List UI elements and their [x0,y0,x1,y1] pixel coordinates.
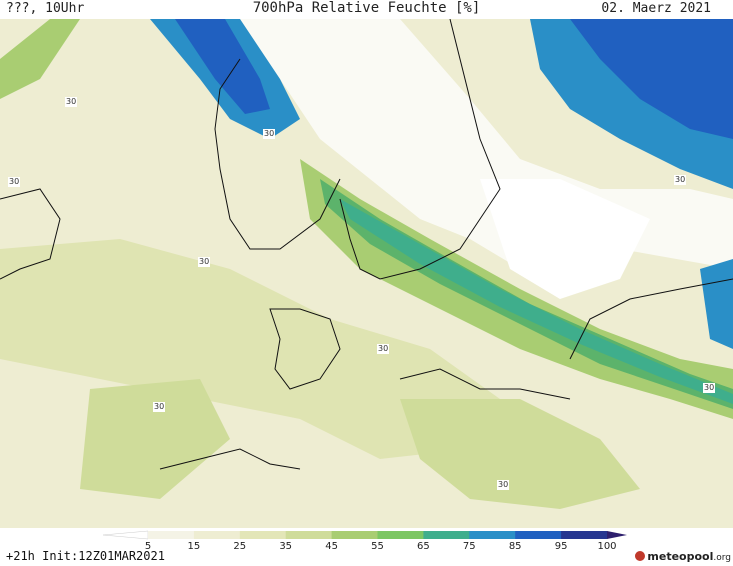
colorbar-tick-label: 85 [508,541,522,552]
header-valid-time: ???, 10Uhr [6,1,85,16]
colorbar-tick-label: 100 [597,541,617,552]
header-date: 02. Maerz 2021 [601,1,711,16]
colorbar-arrow-left [102,530,149,540]
colorbar-tick-label: 45 [325,541,338,552]
moist-area-south [400,399,640,509]
colorbar-tick-label: 15 [187,541,201,552]
humidity-field [0,19,733,528]
colorbar-tick-label: 65 [417,541,430,552]
logo-name: meteopool [647,550,714,563]
map-title: 700hPa Relative Feuchte [%] [252,0,481,16]
humidity-map: 30 30 30 30 30 30 30 30 30 [0,19,733,528]
wet-band-core [340,199,733,404]
saturated-core-norway [175,19,270,114]
isoline-label: 30 [497,480,510,490]
colorbar-segment [423,531,470,539]
logo-icon [635,551,646,561]
isoline-label: 30 [198,257,211,267]
colorbar-segment [193,531,241,539]
colorbar-tick-label: 95 [554,541,568,552]
colorbar-tick-label: 25 [233,541,247,552]
colorbar-segment [239,531,287,539]
colorbar-arrow-right [607,531,627,539]
isoline-label: 30 [263,129,276,139]
saturated-core-finland [570,19,733,139]
isoline-label: 30 [8,177,21,187]
footer: 5 15 25 35 45 55 65 75 85 95 100 +21h Init:12Z01MA… [0,528,733,566]
logo-suffix: .org [713,553,731,563]
colorbar-segment [331,531,378,539]
header: ???, 10Uhr 700hPa Relative Feuchte [%] 0… [0,0,733,19]
colorbar-segment [285,531,333,539]
isoline-label: 30 [674,175,687,185]
colorbar-segment [377,531,424,539]
colorbar-segment [148,531,195,539]
colorbar [102,530,627,540]
colorbar-tick-label: 55 [371,541,384,552]
moist-area-nw [0,19,80,99]
colorbar-tick-label: 75 [462,541,476,552]
dry-area-baltic [480,179,650,299]
colorbar-tick-label: 35 [279,541,293,552]
model-run: +21h Init:12Z01MAR2021 [6,549,165,563]
colorbar-segment [561,531,608,539]
isoline-label: 30 [703,383,716,393]
colorbar-tick-label: 5 [144,541,152,552]
isoline-label: 30 [65,97,78,107]
moist-area-central [0,239,500,459]
isoline-label: 30 [153,402,166,412]
isoline-label: 30 [377,344,390,354]
colorbar-segment [469,531,516,539]
meteopool-logo[interactable]: meteopool.org [635,550,731,563]
coastlines [0,19,733,470]
moist-area-southwest [80,379,230,499]
saturated-area-east [700,259,733,349]
colorbar-segment [515,531,562,539]
